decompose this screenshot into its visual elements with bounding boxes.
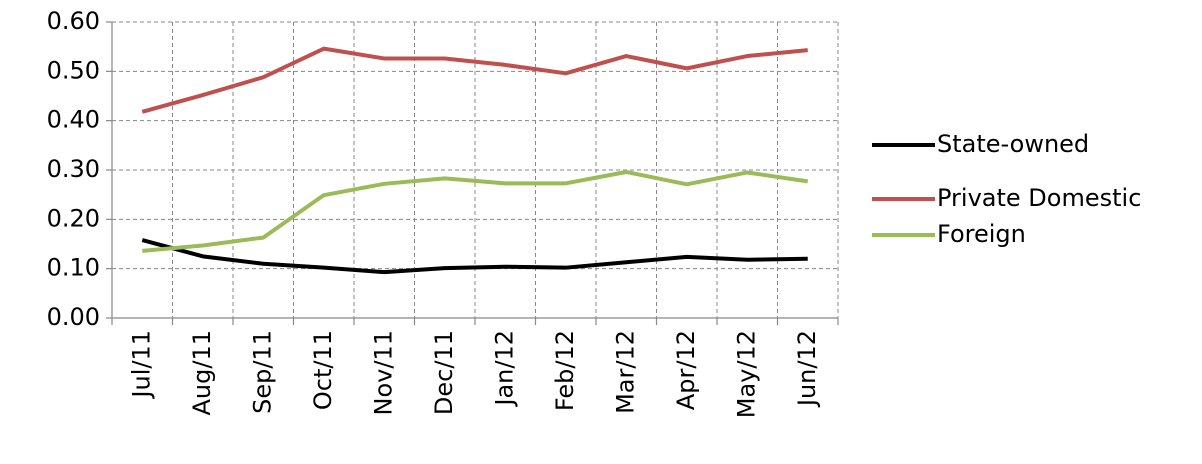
x-tick-label: Aug/11: [188, 330, 216, 416]
y-tick-label: 0.60: [47, 7, 100, 35]
legend-label: State-owned: [937, 130, 1089, 158]
y-tick-label: 0.40: [47, 106, 100, 134]
x-tick-label: Nov/11: [369, 330, 397, 415]
y-tick-label: 0.50: [47, 56, 100, 84]
x-tick-label: Jul/11: [127, 330, 155, 400]
x-tick-label: Oct/11: [309, 330, 337, 410]
line-series: [141, 238, 808, 275]
y-tick-label: 0.00: [47, 303, 100, 331]
x-tick-label: May/12: [732, 330, 760, 418]
x-tick-label: Apr/12: [672, 330, 700, 410]
line-series: [141, 46, 808, 114]
x-tick-label: Jun/12: [793, 330, 821, 408]
legend-label: Private Domestic: [937, 184, 1141, 212]
legend-label: Foreign: [937, 220, 1026, 248]
x-tick-label: Dec/11: [430, 330, 458, 415]
x-tick-label: Feb/12: [551, 330, 579, 411]
line-series: [142, 169, 809, 253]
y-tick-label: 0.10: [47, 254, 100, 282]
y-tick-label: 0.20: [47, 204, 100, 232]
x-tick-label: Sep/11: [248, 330, 276, 414]
y-tick-label: 0.30: [47, 155, 100, 183]
x-tick-label: Mar/12: [611, 330, 639, 414]
x-tick-label: Jan/12: [490, 330, 518, 408]
